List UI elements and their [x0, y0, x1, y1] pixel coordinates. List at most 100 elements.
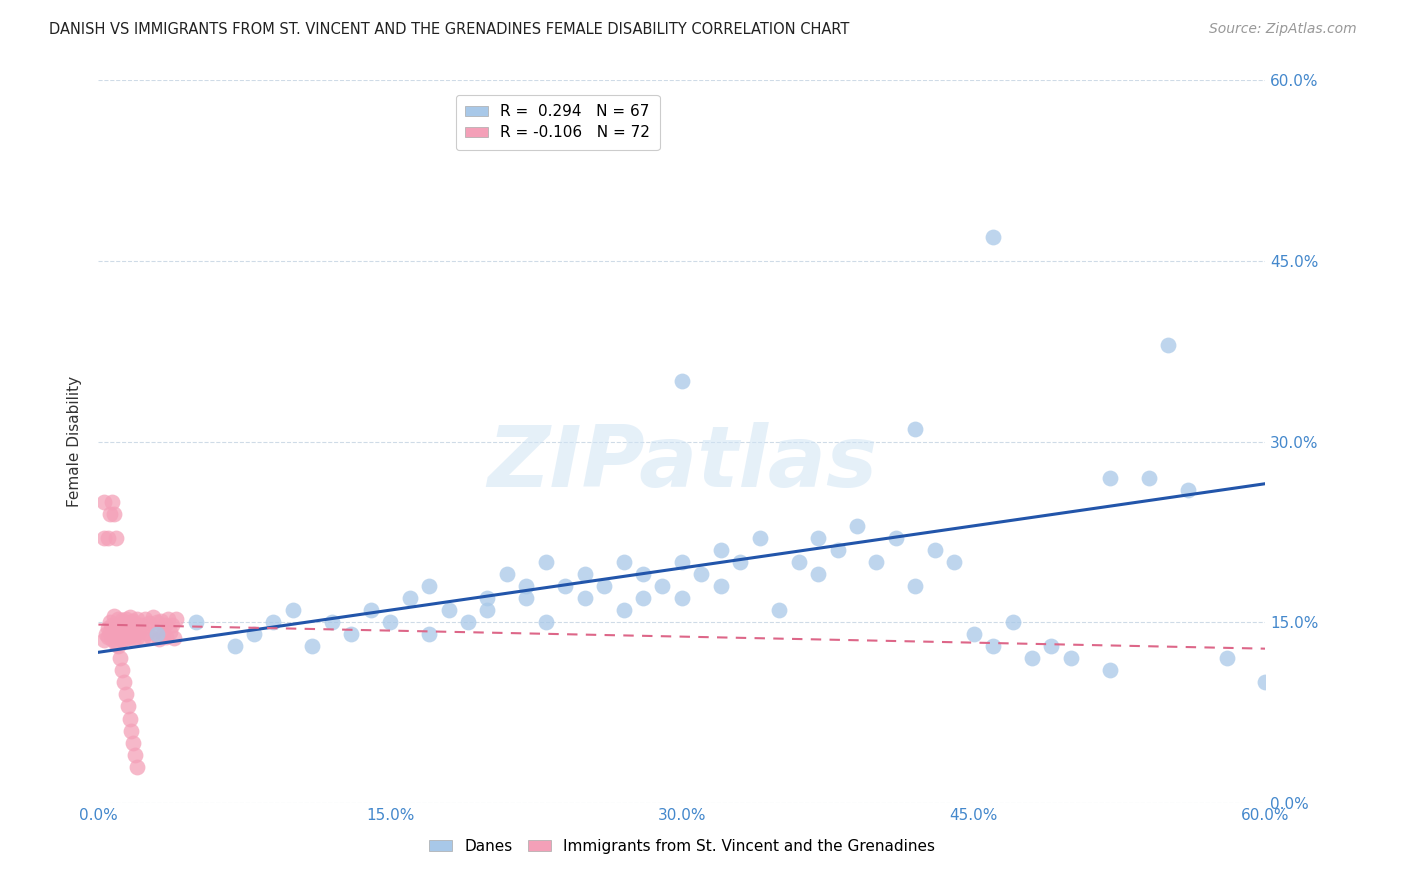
Point [124, 747, 146, 762]
Point [124, 617, 146, 632]
Point [1137, 470, 1160, 484]
Point [904, 422, 927, 436]
Point [671, 555, 693, 569]
Point [301, 639, 323, 653]
Point [748, 531, 770, 545]
Point [1001, 615, 1024, 630]
Point [117, 699, 139, 714]
Point [114, 687, 136, 701]
Point [418, 579, 440, 593]
Point [111, 613, 134, 627]
Point [224, 639, 246, 653]
Point [111, 664, 134, 678]
Point [162, 617, 184, 632]
Point [104, 619, 127, 633]
Point [134, 611, 156, 625]
Point [904, 579, 927, 593]
Point [515, 579, 537, 593]
Point [155, 630, 177, 644]
Point [865, 555, 887, 569]
Point [107, 639, 129, 653]
Point [122, 632, 145, 646]
Point [515, 591, 537, 605]
Point [496, 567, 519, 582]
Point [103, 609, 125, 624]
Text: ZIPatlas: ZIPatlas [486, 422, 877, 505]
Point [1040, 639, 1063, 653]
Point [107, 611, 129, 625]
Point [159, 624, 181, 639]
Point [651, 579, 673, 593]
Point [93, 531, 115, 545]
Point [631, 591, 654, 605]
Point [118, 712, 141, 726]
Point [114, 611, 136, 625]
Point [146, 615, 169, 630]
Point [340, 627, 363, 641]
Point [112, 675, 135, 690]
Point [671, 374, 693, 388]
Point [112, 617, 135, 632]
Text: Source: ZipAtlas.com: Source: ZipAtlas.com [1209, 22, 1357, 37]
Point [93, 494, 115, 508]
Point [163, 631, 186, 645]
Point [101, 617, 124, 632]
Legend: Danes, Immigrants from St. Vincent and the Grenadines: Danes, Immigrants from St. Vincent and t… [423, 833, 941, 860]
Point [593, 579, 616, 593]
Point [104, 637, 127, 651]
Point [101, 632, 124, 646]
Point [671, 591, 693, 605]
Point [631, 567, 654, 582]
Point [146, 627, 169, 641]
Point [981, 639, 1004, 653]
Point [103, 627, 125, 641]
Point [142, 610, 165, 624]
Point [111, 633, 134, 648]
Point [136, 626, 159, 640]
Point [360, 603, 382, 617]
Point [710, 579, 733, 593]
Point [118, 630, 141, 644]
Point [321, 615, 343, 630]
Point [127, 630, 149, 644]
Point [787, 555, 810, 569]
Y-axis label: Female Disability: Female Disability [67, 376, 83, 508]
Point [1157, 338, 1180, 352]
Point [1098, 470, 1121, 484]
Point [143, 624, 166, 638]
Point [281, 603, 304, 617]
Point [262, 615, 284, 630]
Point [574, 591, 596, 605]
Point [98, 507, 121, 521]
Point [98, 624, 121, 639]
Point [846, 518, 869, 533]
Point [418, 627, 440, 641]
Point [138, 616, 160, 631]
Point [149, 614, 172, 628]
Point [114, 631, 136, 645]
Point [104, 531, 127, 545]
Point [124, 627, 146, 641]
Point [121, 624, 143, 638]
Point [398, 591, 420, 605]
Point [1215, 61, 1237, 75]
Point [121, 615, 143, 630]
Point [1021, 651, 1043, 665]
Point [121, 723, 143, 738]
Point [97, 621, 120, 635]
Point [112, 624, 135, 639]
Point [97, 531, 120, 545]
Point [768, 603, 790, 617]
Point [127, 611, 149, 625]
Point [477, 603, 499, 617]
Text: DANISH VS IMMIGRANTS FROM ST. VINCENT AND THE GRENADINES FEMALE DISABILITY CORRE: DANISH VS IMMIGRANTS FROM ST. VINCENT AN… [49, 22, 849, 37]
Point [128, 624, 150, 639]
Point [118, 610, 141, 624]
Point [1098, 664, 1121, 678]
Point [690, 567, 713, 582]
Point [943, 555, 966, 569]
Point [122, 735, 145, 749]
Point [97, 630, 120, 644]
Point [93, 633, 115, 648]
Point [157, 611, 180, 625]
